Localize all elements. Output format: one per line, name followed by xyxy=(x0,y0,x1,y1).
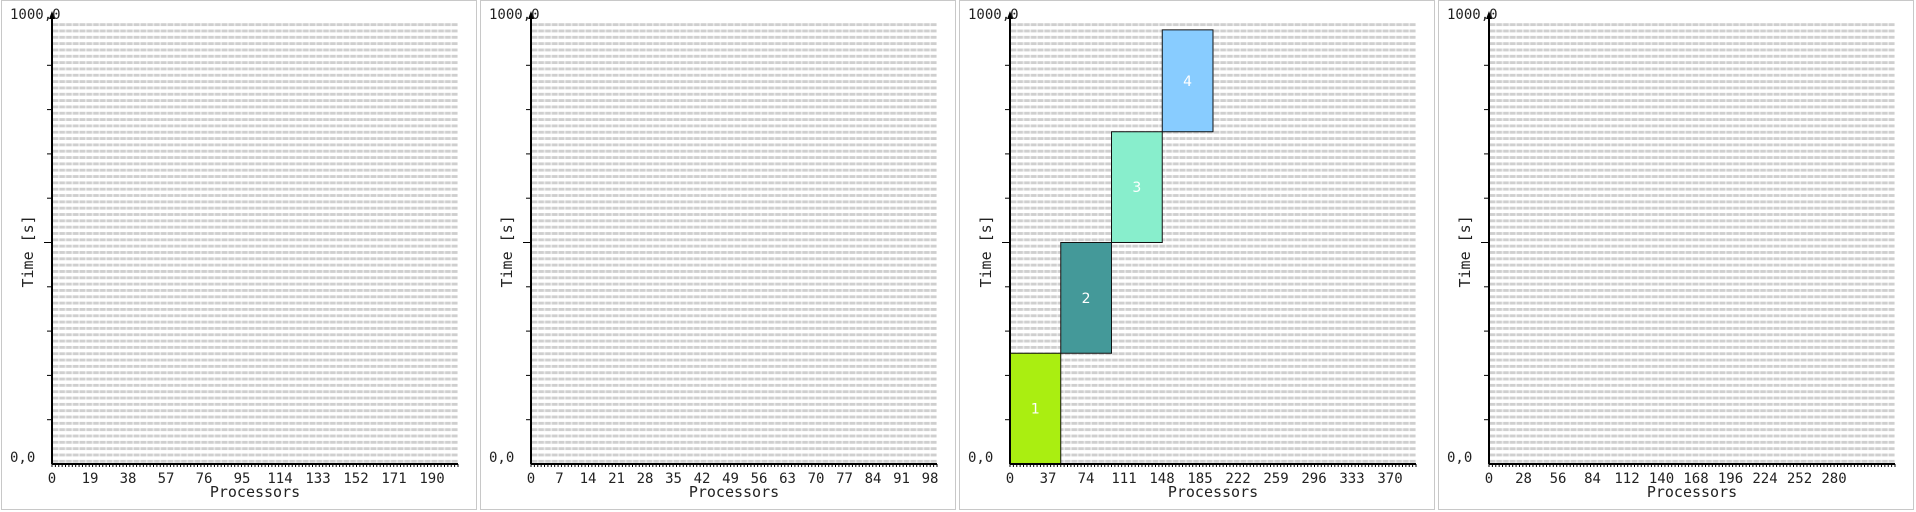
x-tick-label: 38 xyxy=(120,471,137,487)
chart-panel-1: 1000,0 0,0 Time [s] 0 19 38 57 76 95 114 133 152 171… xyxy=(1,0,477,510)
x-axis-label: Processors xyxy=(1168,483,1258,501)
chart-panel-2: 1000,0 0,0 Time [s] 0 7 14 21 28 35 42 49 56 63 70 77 8… xyxy=(480,0,956,510)
job-bar-4 xyxy=(1161,29,1214,133)
x-tick-label: 171 xyxy=(381,471,406,487)
x-axis-minor-ticks xyxy=(530,464,938,467)
y-top-label: 1000,0 xyxy=(489,7,540,23)
y-axis-label: Time [s] xyxy=(977,215,995,287)
x-tick-label: 152 xyxy=(343,471,368,487)
x-tick-label: 114 xyxy=(267,471,292,487)
x-tick-label: 190 xyxy=(419,471,444,487)
x-tick-label: 98 xyxy=(922,471,939,487)
job-label-2: 2 xyxy=(1082,291,1091,307)
x-tick-label: 0 xyxy=(1485,471,1493,487)
x-tick-label: 19 xyxy=(82,471,99,487)
x-tick-label: 42 xyxy=(694,471,711,487)
x-tick-label: 74 xyxy=(1078,471,1095,487)
x-tick-label: 35 xyxy=(665,471,682,487)
x-tick-label: 14 xyxy=(580,471,597,487)
x-tick-label: 7 xyxy=(555,471,563,487)
x-tick-label: 296 xyxy=(1301,471,1326,487)
x-axis-label: Processors xyxy=(210,483,300,501)
grid xyxy=(1009,21,1417,464)
x-tick-label: 224 xyxy=(1752,471,1777,487)
x-tick-label: 49 xyxy=(722,471,739,487)
x-tick-label: 185 xyxy=(1187,471,1212,487)
x-tick-label: 252 xyxy=(1787,471,1812,487)
chart-panel-3: 1 2 3 4 1000,0 0,0 Time [s] 0 37 74 111 148 185 222 25… xyxy=(959,0,1435,510)
job-label-3: 3 xyxy=(1132,180,1141,196)
x-tick-label: 0 xyxy=(527,471,535,487)
x-tick-label: 370 xyxy=(1377,471,1402,487)
x-tick-label: 148 xyxy=(1149,471,1174,487)
y-axis-label: Time [s] xyxy=(498,215,516,287)
x-tick-label: 196 xyxy=(1718,471,1743,487)
y-bottom-label: 0,0 xyxy=(10,450,35,466)
y-top-label: 1000,0 xyxy=(10,7,61,23)
x-tick-label: 133 xyxy=(305,471,330,487)
chart-svg-2: 1000,0 0,0 Time [s] 0 7 14 21 28 35 42 49 56 63 70 77 8… xyxy=(489,7,939,501)
y-axis-label: Time [s] xyxy=(19,215,37,287)
x-tick-label: 111 xyxy=(1111,471,1136,487)
job-label-4: 4 xyxy=(1183,74,1192,90)
x-tick-label: 84 xyxy=(1584,471,1601,487)
grid xyxy=(1488,21,1896,464)
x-tick-label: 57 xyxy=(158,471,175,487)
x-tick-label: 28 xyxy=(637,471,654,487)
x-tick-label: 21 xyxy=(608,471,625,487)
x-axis-minor-ticks xyxy=(1009,464,1417,467)
x-tick-label: 95 xyxy=(234,471,251,487)
y-top-label: 1000,0 xyxy=(968,7,1019,23)
x-tick-label: 280 xyxy=(1821,471,1846,487)
x-tick-label: 77 xyxy=(836,471,853,487)
x-tick-label: 63 xyxy=(779,471,796,487)
x-tick-label: 37 xyxy=(1040,471,1057,487)
y-axis-arrow xyxy=(49,11,55,19)
x-tick-label: 259 xyxy=(1263,471,1288,487)
x-axis-label: Processors xyxy=(1647,483,1737,501)
x-tick-label: 140 xyxy=(1649,471,1674,487)
x-axis-minor-ticks xyxy=(1488,464,1896,467)
y-top-label: 1000,0 xyxy=(1447,7,1498,23)
job-bar-2 xyxy=(1060,242,1112,354)
y-axis-arrow xyxy=(1486,11,1492,19)
job-label-1: 1 xyxy=(1031,402,1040,418)
grid xyxy=(530,21,938,464)
x-tick-label: 84 xyxy=(865,471,882,487)
y-bottom-label: 0,0 xyxy=(489,450,514,466)
grid xyxy=(51,21,459,464)
x-axis-minor-ticks xyxy=(51,464,459,467)
x-tick-label: 56 xyxy=(751,471,768,487)
x-tick-label: 222 xyxy=(1225,471,1250,487)
x-tick-label: 333 xyxy=(1339,471,1364,487)
chart-svg-1: 1000,0 0,0 Time [s] 0 19 38 57 76 95 114 133 152 171… xyxy=(10,7,459,501)
x-tick-label: 112 xyxy=(1614,471,1639,487)
chart-panel-4: 1000,0 0,0 Time [s] 0 28 56 84 112 140 168 196 224 2… xyxy=(1438,0,1914,510)
x-tick-label: 76 xyxy=(196,471,213,487)
y-axis-label: Time [s] xyxy=(1456,215,1474,287)
x-tick-label: 28 xyxy=(1515,471,1532,487)
x-axis-label: Processors xyxy=(689,483,779,501)
y-bottom-label: 0,0 xyxy=(968,450,993,466)
y-axis-arrow xyxy=(1007,11,1013,19)
chart-svg-3: 1 2 3 4 1000,0 0,0 Time [s] 0 37 74 111 148 185 222 25… xyxy=(968,7,1417,501)
chart-svg-4: 1000,0 0,0 Time [s] 0 28 56 84 112 140 168 196 224 2… xyxy=(1447,7,1896,501)
y-bottom-label: 0,0 xyxy=(1447,450,1472,466)
x-tick-label: 168 xyxy=(1683,471,1708,487)
x-tick-label: 0 xyxy=(1006,471,1014,487)
job-bar-3 xyxy=(1111,131,1163,243)
y-axis-arrow xyxy=(528,11,534,19)
x-tick-label: 70 xyxy=(808,471,825,487)
x-tick-label: 56 xyxy=(1550,471,1567,487)
x-tick-label: 91 xyxy=(893,471,910,487)
x-tick-label: 0 xyxy=(48,471,56,487)
